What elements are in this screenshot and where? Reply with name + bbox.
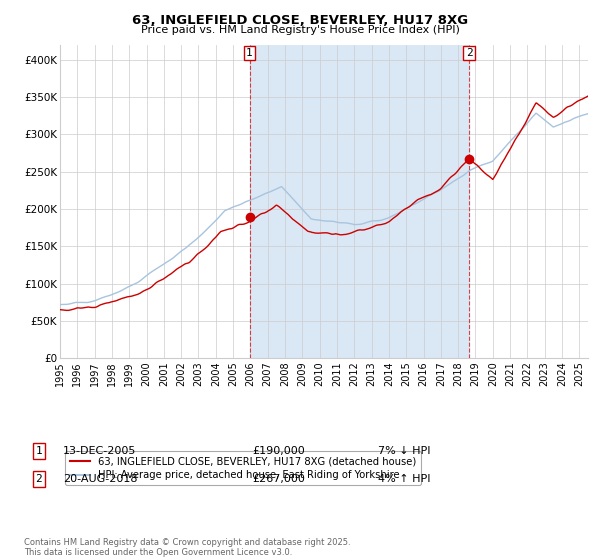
Text: 2: 2 <box>466 48 472 58</box>
Text: 7% ↓ HPI: 7% ↓ HPI <box>378 446 431 456</box>
Text: 13-DEC-2005: 13-DEC-2005 <box>63 446 136 456</box>
Text: 20-AUG-2018: 20-AUG-2018 <box>63 474 137 484</box>
Text: 63, INGLEFIELD CLOSE, BEVERLEY, HU17 8XG: 63, INGLEFIELD CLOSE, BEVERLEY, HU17 8XG <box>132 14 468 27</box>
Text: 1: 1 <box>246 48 253 58</box>
Text: 4% ↑ HPI: 4% ↑ HPI <box>378 474 431 484</box>
Bar <box>250 45 469 358</box>
Text: 2: 2 <box>35 474 43 484</box>
Text: £190,000: £190,000 <box>252 446 305 456</box>
Text: 1: 1 <box>35 446 43 456</box>
Text: Price paid vs. HM Land Registry's House Price Index (HPI): Price paid vs. HM Land Registry's House … <box>140 25 460 35</box>
Legend: 63, INGLEFIELD CLOSE, BEVERLEY, HU17 8XG (detached house), HPI: Average price, d: 63, INGLEFIELD CLOSE, BEVERLEY, HU17 8XG… <box>65 451 421 485</box>
Text: Contains HM Land Registry data © Crown copyright and database right 2025.
This d: Contains HM Land Registry data © Crown c… <box>24 538 350 557</box>
Text: £267,000: £267,000 <box>252 474 305 484</box>
